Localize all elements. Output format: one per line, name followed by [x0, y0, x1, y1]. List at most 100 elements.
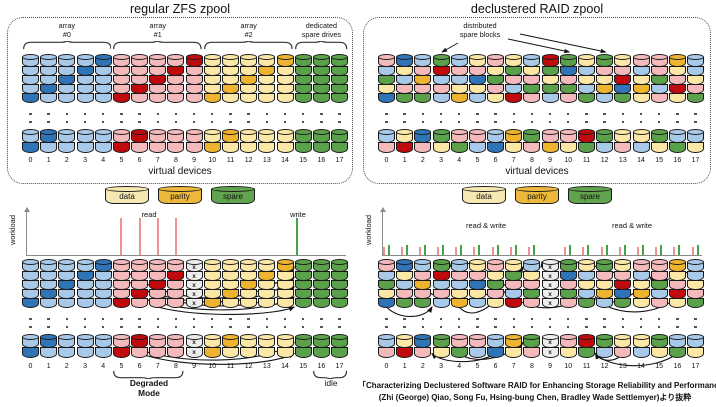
panel-title: declustered RAID zpool: [470, 2, 604, 16]
ellipsis-dot: [658, 326, 661, 329]
disk-block: [687, 142, 705, 153]
disk-lid: [414, 129, 432, 135]
disk-segments: [167, 132, 185, 153]
disk-block: [487, 142, 505, 153]
disk-lid: [40, 259, 58, 265]
disk-stack: [632, 259, 650, 308]
disk-block: [614, 298, 632, 308]
disk-segments: [221, 132, 239, 153]
disk-stack: [650, 259, 668, 308]
disk-stack: [505, 259, 523, 308]
disk-number: 10: [564, 157, 573, 164]
disk-lid: [487, 54, 505, 60]
disk-block: [523, 298, 541, 308]
workload-axis: [382, 212, 384, 255]
disk-number: 11: [582, 157, 591, 164]
read-bar: [564, 247, 567, 255]
disk-block: [668, 142, 686, 153]
disk-stack: [668, 54, 686, 103]
legend-cylinder-lid: [105, 186, 149, 192]
ellipsis-dot: [211, 326, 214, 329]
ellipsis-dot: [658, 113, 661, 116]
disk-stack: [523, 129, 541, 153]
disk-stack: [76, 334, 94, 358]
disk-block: [432, 347, 450, 358]
disk-block: [94, 298, 112, 308]
ellipsis-dot: [548, 113, 552, 116]
disk-lid: [149, 334, 167, 340]
disk-segments: [76, 337, 94, 358]
disk-lid: [40, 334, 58, 340]
disk-segments: [294, 57, 312, 103]
disk-segments: [294, 337, 312, 358]
disk-block: [258, 347, 276, 358]
disk-block: [614, 347, 632, 358]
disk-segments: [203, 337, 221, 358]
ellipsis-dot: [102, 113, 105, 116]
disk-lid: [312, 334, 330, 340]
disk-number: 6: [137, 157, 142, 164]
disk-number: 15: [299, 363, 308, 370]
disk-segments: [396, 337, 414, 358]
disk-lid: [577, 334, 595, 340]
disk-segments: [450, 262, 468, 308]
disk-segments: [632, 132, 650, 153]
disk-segments: [487, 57, 505, 103]
disk-lid: [668, 54, 686, 60]
disk-number: 14: [637, 363, 645, 370]
disk-stack: [221, 259, 239, 308]
disk-segments: [258, 57, 276, 103]
disk-block: [22, 298, 39, 308]
disk-number: 13: [618, 157, 627, 164]
disk-block: [131, 142, 149, 153]
disk-number: 13: [262, 363, 271, 370]
disk-stack: [414, 334, 432, 358]
disk-segments: [312, 57, 330, 103]
disk-number: 8: [529, 363, 534, 370]
disk-lid: [432, 259, 450, 265]
ellipsis-dot: [138, 121, 141, 124]
disk-lid: [94, 259, 112, 265]
disk-segments: [22, 57, 39, 103]
disk-stack: [577, 54, 595, 103]
disk-lid: [396, 54, 414, 60]
ellipsis-dot: [458, 318, 461, 321]
disk-number: 10: [208, 157, 217, 164]
disk-segments: [687, 262, 705, 308]
ellipsis-dot: [567, 318, 570, 321]
ellipsis-dot: [567, 326, 570, 329]
disk-stack: [276, 129, 294, 153]
ellipsis-dot: [658, 318, 661, 321]
disk-stack: [650, 129, 668, 153]
ellipsis-dot: [603, 113, 606, 116]
disk-lid: [149, 54, 167, 60]
disk-stack: [378, 259, 395, 308]
ellipsis-dot: [439, 121, 443, 124]
ellipsis-dot: [403, 326, 406, 329]
disk-lid: [112, 54, 130, 60]
disk-segments: [487, 132, 505, 153]
ellipsis-dot: [229, 326, 232, 329]
legend-item-parity: parity: [158, 186, 202, 204]
legend: data parity spare: [362, 186, 712, 204]
disk-block: [221, 298, 239, 308]
disk-segments: [668, 337, 686, 358]
disk-lid: [185, 334, 203, 340]
read-bar: [400, 247, 403, 255]
disk-block: [577, 93, 595, 103]
disk-stack: [276, 54, 294, 103]
disk-number: 1: [402, 363, 407, 370]
disk-number: 0: [28, 157, 33, 164]
disk-segments: [396, 262, 414, 308]
disk-block: [112, 298, 130, 308]
array-label-line: #2: [244, 29, 253, 39]
ellipsis-dot: [83, 326, 87, 329]
disk-segments: [112, 337, 130, 358]
disk-segments: [40, 57, 58, 103]
write-label: write: [290, 210, 306, 219]
write-bar: [696, 245, 699, 255]
disk-lid: [614, 334, 632, 340]
disk-lid: [240, 259, 258, 265]
disk-block: [650, 93, 668, 103]
